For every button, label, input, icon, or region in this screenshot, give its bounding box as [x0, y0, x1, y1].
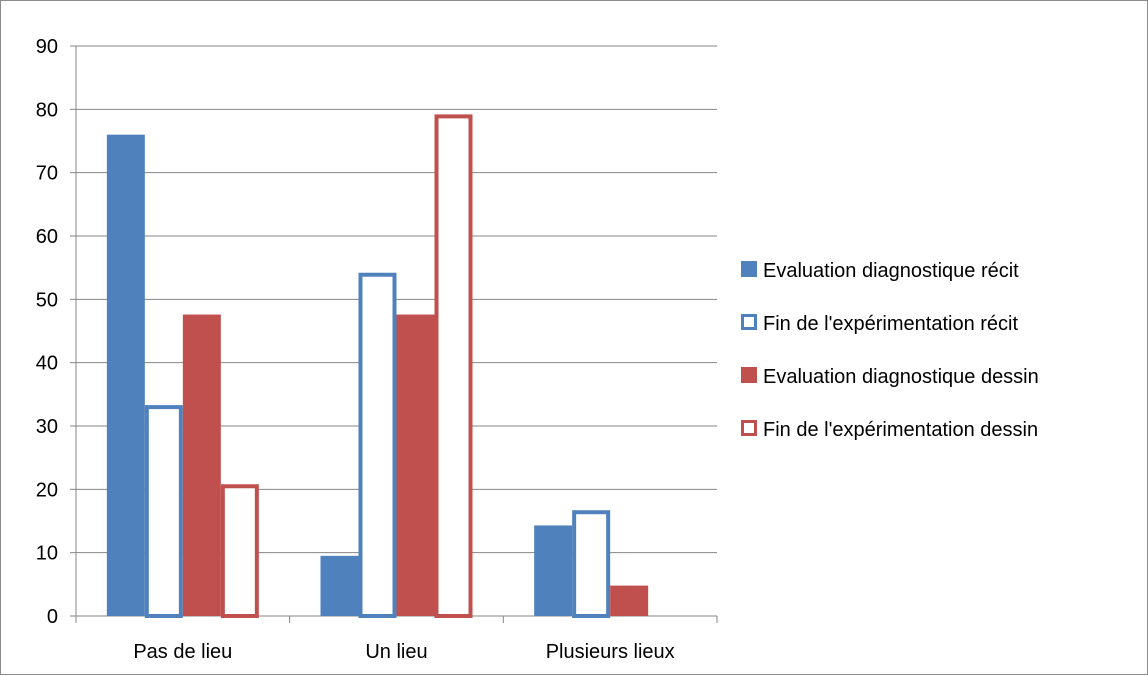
y-tick-labels: 0 10 20 30 40 50 60 70 80 90: [36, 36, 58, 628]
bar: [534, 525, 573, 616]
y-tick-label: 70: [36, 163, 58, 185]
bar: [358, 272, 397, 618]
bar: [434, 114, 473, 619]
bar: [144, 405, 183, 618]
x-tick-label: Un lieu: [365, 641, 427, 663]
y-tick-label: 0: [47, 606, 58, 628]
legend-label: Evaluation diagnostique dessin: [763, 366, 1039, 388]
bar: [610, 585, 649, 616]
legend-swatch: [741, 420, 757, 436]
y-tick-label: 30: [36, 416, 58, 438]
y-tick-label: 50: [36, 289, 58, 311]
y-tick-label: 60: [36, 226, 58, 248]
bar: [396, 314, 435, 616]
bar: [320, 555, 359, 616]
legend: Evaluation diagnostique récit Fin de l'ex…: [741, 260, 1039, 441]
bar: [106, 134, 145, 616]
bar: [572, 510, 611, 619]
y-tick-label: 90: [36, 36, 58, 58]
y-tick-label: 10: [36, 543, 58, 565]
legend-swatch: [741, 261, 757, 277]
bars: [106, 114, 649, 619]
x-tick-label: Pas de lieu: [133, 641, 232, 663]
x-tick-label: Plusieurs lieux: [546, 641, 675, 663]
legend-label: Fin de l'expérimentation récit: [763, 313, 1018, 335]
x-tick-labels: Pas de lieu Un lieu Plusieurs lieux: [133, 641, 674, 663]
legend-label: Fin de l'expérimentation dessin: [763, 419, 1038, 441]
bar: [182, 314, 221, 616]
legend-label: Evaluation diagnostique récit: [763, 260, 1019, 282]
y-tick-label: 40: [36, 353, 58, 375]
y-tick-label: 20: [36, 479, 58, 501]
y-tick-label: 80: [36, 99, 58, 121]
legend-swatch: [741, 314, 757, 330]
bar: [220, 484, 259, 618]
legend-swatch: [741, 367, 757, 383]
